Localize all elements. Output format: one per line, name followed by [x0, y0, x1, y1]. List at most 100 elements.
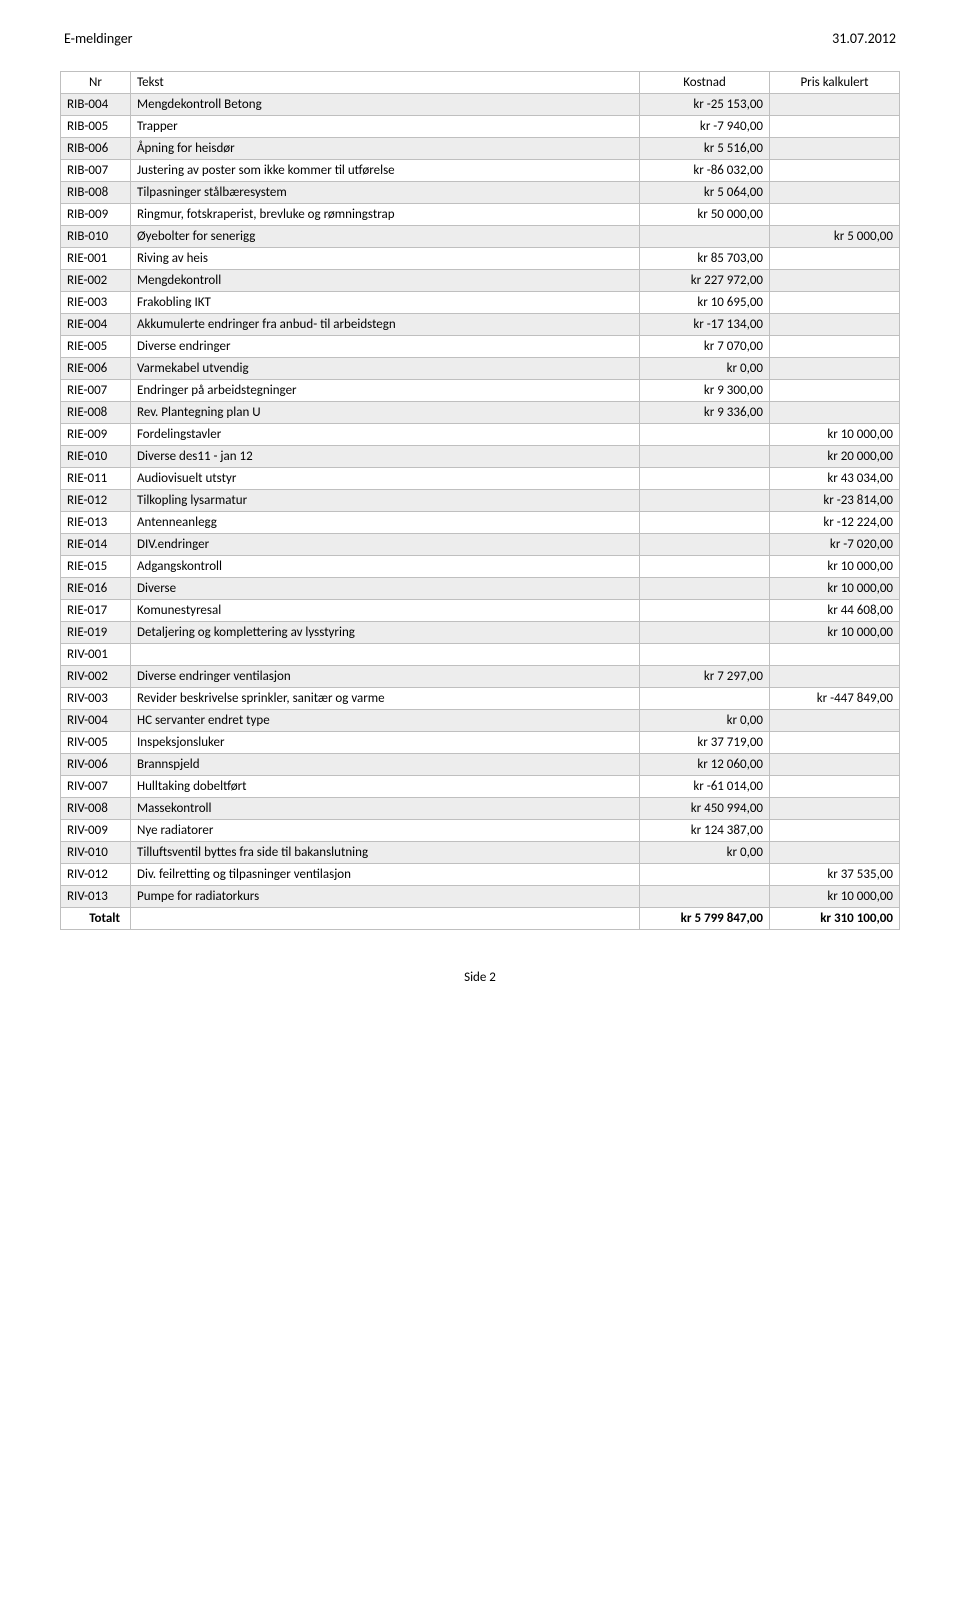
table-cell: RIE-012: [61, 490, 131, 512]
table-cell: RIE-005: [61, 336, 131, 358]
table-cell: Tilkopling lysarmatur: [131, 490, 640, 512]
table-cell: kr -61 014,00: [640, 776, 770, 798]
table-cell: [770, 116, 900, 138]
table-cell: kr 7 070,00: [640, 336, 770, 358]
table-cell: [640, 688, 770, 710]
table-row: RIV-002Diverse endringer ventilasjonkr 7…: [61, 666, 900, 688]
table-row: RIB-005Trapperkr -7 940,00: [61, 116, 900, 138]
table-cell: RIE-013: [61, 512, 131, 534]
table-row: RIE-017Komunestyresalkr 44 608,00: [61, 600, 900, 622]
table-cell: [770, 160, 900, 182]
table-cell: RIV-002: [61, 666, 131, 688]
table-row: RIV-013Pumpe for radiatorkurskr 10 000,0…: [61, 886, 900, 908]
table-cell: kr -447 849,00: [770, 688, 900, 710]
table-row: RIV-010Tilluftsventil byttes fra side ti…: [61, 842, 900, 864]
table-cell: kr 124 387,00: [640, 820, 770, 842]
table-cell: [770, 842, 900, 864]
table-cell: RIE-016: [61, 578, 131, 600]
table-row: RIB-006Åpning for heisdørkr 5 516,00: [61, 138, 900, 160]
table-cell: Rev. Plantegning plan U: [131, 402, 640, 424]
table-row: RIE-001Riving av heiskr 85 703,00: [61, 248, 900, 270]
table-cell: Diverse endringer ventilasjon: [131, 666, 640, 688]
table-cell: kr 85 703,00: [640, 248, 770, 270]
col-header-pris: Pris kalkulert: [770, 72, 900, 94]
table-cell: Ringmur, fotskraperist, brevluke og rømn…: [131, 204, 640, 226]
table-cell: [770, 248, 900, 270]
table-cell: RIE-009: [61, 424, 131, 446]
cost-table: Nr Tekst Kostnad Pris kalkulert RIB-004M…: [60, 71, 900, 930]
table-cell: Diverse des11 - jan 12: [131, 446, 640, 468]
table-cell: [770, 358, 900, 380]
table-cell: Varmekabel utvendig: [131, 358, 640, 380]
table-cell: RIE-002: [61, 270, 131, 292]
table-cell: HC servanter endret type: [131, 710, 640, 732]
table-cell: Åpning for heisdør: [131, 138, 640, 160]
table-row: RIE-005Diverse endringerkr 7 070,00: [61, 336, 900, 358]
table-cell: [640, 578, 770, 600]
table-row: RIE-006Varmekabel utvendigkr 0,00: [61, 358, 900, 380]
table-cell: Komunestyresal: [131, 600, 640, 622]
table-cell: [770, 754, 900, 776]
table-row: RIE-012Tilkopling lysarmaturkr -23 814,0…: [61, 490, 900, 512]
table-cell: Endringer på arbeidstegninger: [131, 380, 640, 402]
table-cell: RIE-007: [61, 380, 131, 402]
table-cell: Øyebolter for senerigg: [131, 226, 640, 248]
page-footer: Side 2: [60, 970, 900, 985]
table-cell: Fordelingstavler: [131, 424, 640, 446]
table-cell: [770, 292, 900, 314]
table-cell: Totalt: [61, 908, 131, 930]
table-cell: Riving av heis: [131, 248, 640, 270]
table-cell: RIB-006: [61, 138, 131, 160]
table-cell: kr 44 608,00: [770, 600, 900, 622]
table-cell: Mengdekontroll Betong: [131, 94, 640, 116]
table-total-row: Totalt kr 5 799 847,00kr 310 100,00: [61, 908, 900, 930]
table-cell: kr 5 799 847,00: [640, 908, 770, 930]
table-row: RIB-009Ringmur, fotskraperist, brevluke …: [61, 204, 900, 226]
table-cell: kr 5 000,00: [770, 226, 900, 248]
table-cell: kr 227 972,00: [640, 270, 770, 292]
table-cell: [640, 534, 770, 556]
table-cell: kr 5 064,00: [640, 182, 770, 204]
table-cell: RIV-001: [61, 644, 131, 666]
table-cell: RIE-001: [61, 248, 131, 270]
table-cell: RIB-008: [61, 182, 131, 204]
table-cell: [640, 600, 770, 622]
table-row: RIE-014DIV.endringerkr -7 020,00: [61, 534, 900, 556]
table-cell: Inspeksjonsluker: [131, 732, 640, 754]
table-cell: RIB-005: [61, 116, 131, 138]
table-cell: Div. feilretting og tilpasninger ventila…: [131, 864, 640, 886]
table-cell: [770, 644, 900, 666]
table-cell: [640, 446, 770, 468]
table-cell: kr -12 224,00: [770, 512, 900, 534]
table-cell: [770, 402, 900, 424]
table-cell: kr 310 100,00: [770, 908, 900, 930]
table-cell: kr -86 032,00: [640, 160, 770, 182]
table-cell: Massekontroll: [131, 798, 640, 820]
table-cell: RIE-008: [61, 402, 131, 424]
table-cell: RIE-010: [61, 446, 131, 468]
table-cell: [640, 556, 770, 578]
table-cell: Mengdekontroll: [131, 270, 640, 292]
table-row: RIV-008Massekontrollkr 450 994,00: [61, 798, 900, 820]
table-row: RIE-010Diverse des11 - jan 12 kr 20 000,0…: [61, 446, 900, 468]
table-cell: RIE-003: [61, 292, 131, 314]
table-cell: [770, 820, 900, 842]
table-row: RIE-004Akkumulerte endringer fra anbud- …: [61, 314, 900, 336]
table-cell: Audiovisuelt utstyr: [131, 468, 640, 490]
table-cell: [640, 886, 770, 908]
table-row: RIE-003Frakobling IKTkr 10 695,00: [61, 292, 900, 314]
table-cell: Frakobling IKT: [131, 292, 640, 314]
table-cell: kr 10 000,00: [770, 622, 900, 644]
table-cell: kr 12 060,00: [640, 754, 770, 776]
table-cell: [770, 336, 900, 358]
table-cell: RIB-009: [61, 204, 131, 226]
table-cell: [770, 138, 900, 160]
table-row: RIV-004HC servanter endret typekr 0,00: [61, 710, 900, 732]
table-cell: RIB-010: [61, 226, 131, 248]
table-cell: kr 20 000,00: [770, 446, 900, 468]
table-row: RIV-005Inspeksjonslukerkr 37 719,00: [61, 732, 900, 754]
table-cell: [770, 798, 900, 820]
table-cell: Diverse endringer: [131, 336, 640, 358]
table-row: RIE-002Mengdekontrollkr 227 972,00: [61, 270, 900, 292]
table-row: RIV-012Div. feilretting og tilpasninger …: [61, 864, 900, 886]
